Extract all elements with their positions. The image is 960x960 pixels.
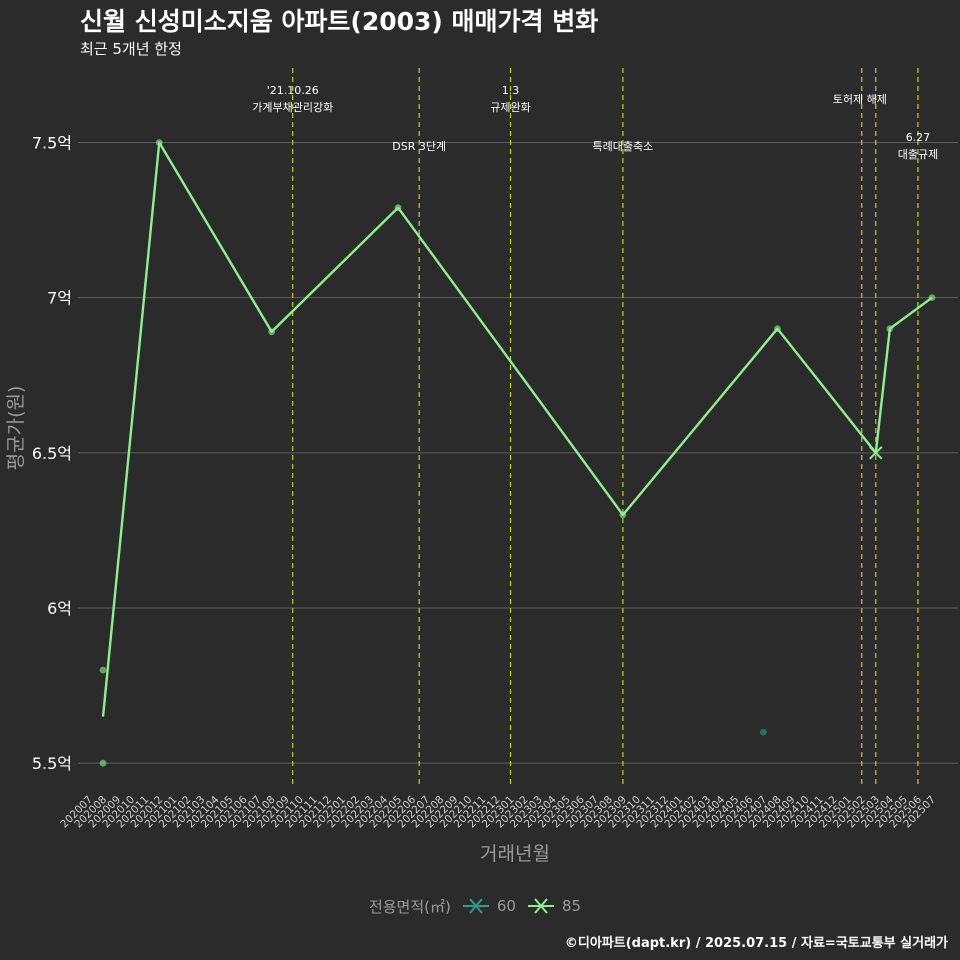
point-85-5	[619, 511, 627, 519]
event-label-3-0: 특례대출축소	[593, 140, 654, 153]
point-85-7	[886, 325, 894, 333]
y-axis-title: 평균가(원)	[5, 386, 27, 471]
point-85-1	[99, 759, 107, 767]
legend-item-85: 85	[526, 894, 581, 918]
point-85-8	[928, 294, 936, 302]
y-tick-label-1: 6억	[47, 599, 72, 618]
source-caption: ©디아파트(dapt.kr) / 2025.07.15 / 자료=국토교통부 실…	[564, 936, 948, 951]
event-label-2-0: 1.3	[502, 84, 520, 97]
point-85-0	[99, 666, 107, 674]
event-label-0-0: '21.10.26	[267, 84, 319, 97]
event-label-6-0: 6.27	[906, 131, 931, 144]
chart-subtitle: 최근 5개년 한정	[80, 40, 182, 58]
point-85-2	[155, 139, 163, 146]
y-tick-label-3: 7억	[47, 289, 72, 308]
point-85-4	[394, 204, 402, 212]
event-label-1-0: DSR 3단계	[392, 140, 446, 153]
y-tick-label-4: 7.5억	[32, 133, 72, 152]
cross-85-0-b	[869, 446, 883, 460]
y-tick-label-2: 6.5억	[32, 444, 72, 463]
event-label-0-1: 가계부채관리강화	[252, 101, 333, 114]
event-label-5-0: 토허제 해제	[833, 92, 887, 106]
legend-key-85-icon	[527, 898, 554, 914]
legend-label-85: 85	[561, 897, 582, 915]
point-60-0	[760, 728, 767, 736]
point-85-3	[268, 328, 276, 336]
legend-title: 전용면적(㎡)	[368, 897, 451, 916]
event-label-6-1: 대출규제	[898, 148, 938, 161]
y-tick-label-0: 5.5억	[32, 754, 72, 773]
legend: 전용면적(㎡) 60 85	[0, 894, 960, 918]
x-axis-title: 거래년월	[480, 843, 550, 865]
legend-key-60-icon	[462, 898, 489, 914]
point-85-6	[774, 325, 781, 333]
legend-item-60: 60	[461, 894, 516, 918]
event-label-2-1: 규제완화	[490, 101, 530, 114]
series-line-85	[101, 141, 933, 717]
chart-title: 신월 신성미소지움 아파트(2003) 매매가격 변화	[80, 7, 599, 36]
legend-label-60: 60	[496, 897, 516, 915]
